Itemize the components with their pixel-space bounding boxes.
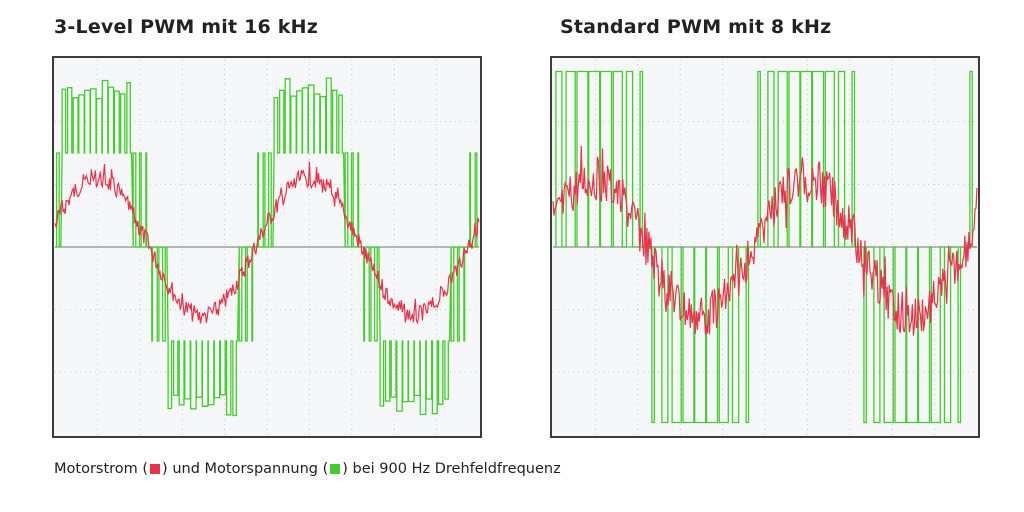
oscilloscope-3-level-plot (52, 56, 482, 438)
oscilloscope-standard (550, 56, 980, 438)
motor-voltage-swatch (330, 464, 341, 474)
scope-3-level-series-motor-current (54, 161, 480, 325)
caption-part-2: ) und Motorspannung ( (162, 461, 329, 477)
chart-title-standard: Standard PWM mit 8 kHz (560, 16, 832, 38)
oscilloscope-standard-plot (550, 56, 980, 438)
scope-3-level-series-motor-voltage (55, 77, 479, 417)
caption-part-1: Motorstrom ( (54, 461, 149, 477)
caption: Motorstrom ( ) und Motorspannung ( ) bei 9… (54, 461, 561, 477)
scope-standard-series-motor-current (552, 145, 978, 336)
chart-title-3-level: 3-Level PWM mit 16 kHz (54, 16, 318, 38)
motor-current-swatch (150, 464, 161, 474)
scope-standard-series-motor-voltage (553, 70, 977, 424)
caption-part-3: ) bei 900 Hz Drehfeldfrequenz (342, 461, 561, 477)
oscilloscope-3-level (52, 56, 482, 438)
